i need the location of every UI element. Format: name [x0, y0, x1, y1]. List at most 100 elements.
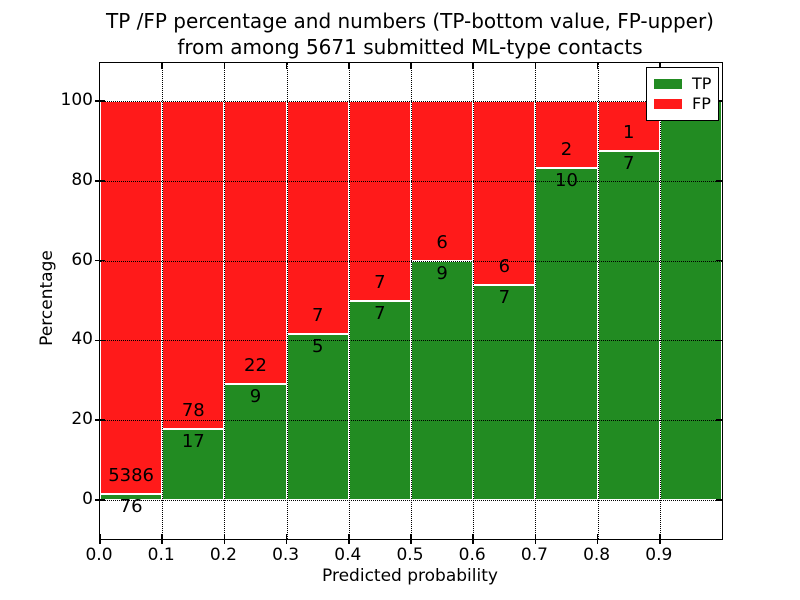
- bar-label-tp: 7: [498, 287, 511, 309]
- y-tick-label: 40: [71, 329, 93, 350]
- legend-label-fp: FP: [692, 94, 711, 113]
- x-tick-label: 0.4: [334, 545, 362, 565]
- bar-segment-tp: [535, 167, 598, 500]
- gridline-v: [597, 63, 599, 539]
- x-tick-label: 0.9: [645, 545, 673, 565]
- y-tick: [95, 419, 105, 421]
- bar-label-tp: 10: [555, 169, 578, 191]
- x-tick-top: [659, 63, 661, 69]
- bar-segment-fp: [162, 101, 225, 429]
- bar-label-fp: 6: [498, 256, 511, 278]
- x-tick: [659, 534, 661, 544]
- x-tick-top: [161, 63, 163, 69]
- x-tick-label: 0.3: [272, 545, 300, 565]
- legend-swatch-fp-icon: [654, 99, 682, 109]
- bar-label-fp: 7: [311, 304, 324, 326]
- y-tick-right: [716, 499, 722, 501]
- plot-area: 538676781722975776967210179 TP FP: [95, 62, 723, 544]
- x-tick: [596, 534, 599, 544]
- x-tick-top: [285, 63, 288, 69]
- bar-label-fp: 5386: [108, 465, 154, 487]
- bar-segment-tp: [286, 333, 349, 500]
- y-tick-label: 0: [82, 489, 93, 509]
- x-tick-label: 0.7: [520, 545, 548, 565]
- x-tick: [472, 534, 474, 544]
- legend: TP FP: [646, 67, 720, 121]
- bar-segment-fp: [348, 101, 411, 301]
- y-tick: [95, 259, 105, 262]
- x-tick-label: 0.6: [458, 545, 486, 565]
- y-tick: [95, 180, 105, 182]
- y-tick: [95, 100, 105, 102]
- bar-label-tp: 7: [622, 152, 635, 174]
- bar-label-fp: 2: [560, 138, 573, 160]
- x-tick-top: [534, 63, 537, 69]
- gridline-v: [348, 63, 350, 539]
- bar-segment-tp: [224, 384, 287, 500]
- bar-label-fp: 22: [244, 355, 267, 377]
- x-tick-label: 0.8: [583, 545, 611, 565]
- x-tick-label: 0.0: [85, 545, 113, 565]
- gridline-v: [224, 63, 226, 539]
- bar-label-fp: 7: [374, 271, 386, 293]
- bar-segment-fp: [535, 101, 598, 168]
- x-axis-label: Predicted probability: [322, 566, 498, 586]
- y-tick-right: [716, 339, 722, 342]
- chart-title-line1: TP /FP percentage and numbers (TP-bottom…: [106, 9, 714, 33]
- y-tick: [95, 339, 105, 342]
- chart-title: TP /FP percentage and numbers (TP-bottom…: [99, 8, 721, 60]
- x-tick: [410, 534, 412, 544]
- legend-item-fp: FP: [654, 94, 711, 114]
- gridline-v: [411, 63, 412, 539]
- bar-segment-fp: [286, 101, 349, 334]
- bar-segment-tp: [597, 150, 660, 500]
- y-tick-label: 60: [71, 249, 93, 270]
- y-tick-label: 100: [60, 90, 93, 110]
- bar-segment-fp: [100, 101, 163, 495]
- bar-segment-tp: [659, 101, 722, 500]
- y-tick-right: [716, 259, 722, 262]
- gridline-v: [535, 63, 537, 539]
- bar-label-fp: 6: [436, 231, 448, 253]
- x-tick-top: [348, 63, 350, 69]
- bars-layer: [100, 63, 722, 539]
- bar-label-tp: 76: [119, 496, 143, 518]
- bar-label-tp: 9: [249, 386, 262, 408]
- grid-layer: [100, 63, 722, 539]
- chart-title-line2: from among 5671 submitted ML-type contac…: [177, 35, 643, 59]
- bar-segment-tp: [100, 494, 163, 500]
- x-tick: [99, 534, 101, 544]
- bar-segment-fp: [473, 101, 536, 286]
- x-tick-label: 0.1: [147, 545, 175, 565]
- y-tick-right: [716, 419, 722, 421]
- bar-label-tp: 17: [181, 430, 205, 452]
- x-tick: [534, 534, 537, 544]
- gridline-v: [162, 63, 164, 539]
- gridline-v: [286, 63, 288, 539]
- x-tick-top: [410, 63, 412, 69]
- x-tick: [285, 534, 288, 544]
- legend-swatch-tp-icon: [654, 79, 682, 89]
- x-tick-top: [472, 63, 474, 69]
- x-tick-top: [596, 63, 599, 69]
- bar-label-tp: 5: [311, 335, 324, 357]
- ticks-layer: [95, 63, 722, 544]
- bar-segment-tp: [348, 300, 411, 500]
- bar-label-tp: 7: [374, 302, 386, 324]
- x-tick: [161, 534, 163, 544]
- y-tick-right: [716, 180, 722, 182]
- y-tick-label: 80: [71, 169, 93, 190]
- x-tick: [348, 534, 350, 544]
- gridline-v: [473, 63, 475, 539]
- bar-label-fp: 1: [622, 121, 635, 143]
- gridline-v: [659, 63, 661, 539]
- x-tick-label: 0.2: [209, 545, 237, 565]
- legend-label-tp: TP: [692, 74, 712, 93]
- y-tick-label: 20: [71, 409, 93, 430]
- x-tick-label: 0.5: [396, 545, 424, 565]
- legend-item-tp: TP: [654, 74, 711, 94]
- y-tick: [95, 499, 105, 501]
- x-tick: [223, 534, 226, 544]
- bar-labels-layer: 538676781722975776967210179: [100, 63, 722, 539]
